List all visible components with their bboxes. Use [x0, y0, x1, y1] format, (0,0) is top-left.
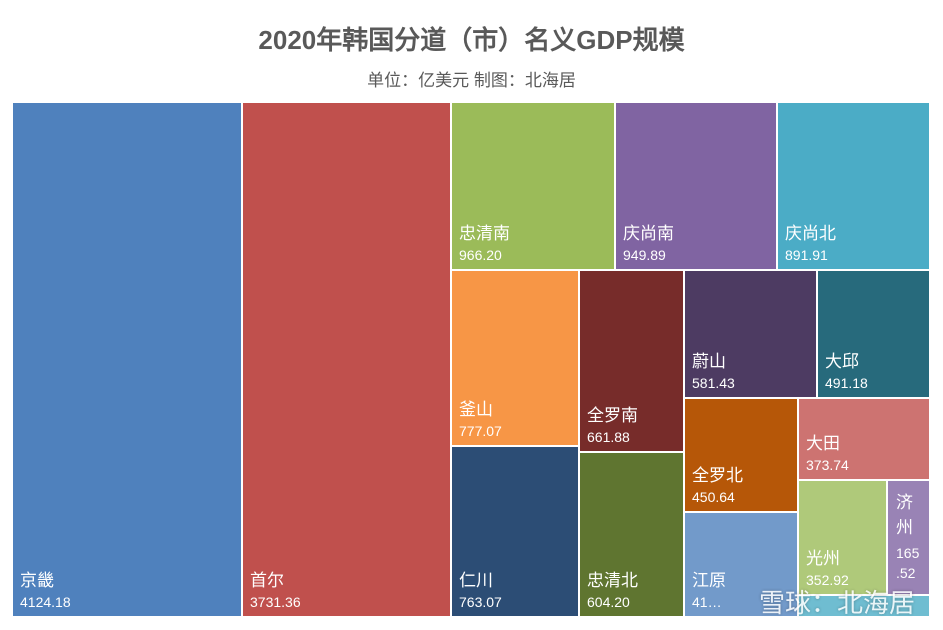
tile-value: 891.91 — [785, 247, 828, 263]
tile-1: 京畿 4124.18 — [11, 101, 243, 618]
tile-value-part: 165 — [896, 545, 920, 561]
tile-name: 全罗南 — [587, 406, 638, 425]
tile-15: 光州 352.92 — [797, 479, 888, 596]
tile-value: 41… — [692, 594, 722, 610]
tile-name: 光州 — [806, 549, 840, 568]
tile-7: 仁川 763.07 — [450, 445, 580, 618]
tile-12: 全罗北 450.64 — [683, 397, 799, 513]
tile-13: 江原 41… — [683, 511, 799, 618]
tile-6: 釜山 777.07 — [450, 269, 580, 447]
tile-value: 491.18 — [825, 375, 868, 391]
tile-rect — [797, 397, 931, 481]
tile-name: 京畿 — [20, 571, 54, 590]
tile-name: 庆尚北 — [785, 224, 836, 243]
tile-value: 4124.18 — [20, 594, 71, 610]
tile-name: 庆尚南 — [623, 224, 674, 243]
tile-name-part: 济 — [896, 493, 913, 512]
tile-5: 庆尚北 891.91 — [776, 101, 931, 271]
tile-rect — [450, 445, 580, 618]
tile-14: 大田 373.74 — [797, 397, 931, 481]
tile-value: 581.43 — [692, 375, 735, 391]
tile-rect — [578, 269, 685, 453]
tile-rect — [797, 594, 931, 618]
tile-name: 蔚山 — [692, 352, 726, 371]
tile-name-part: 州 — [896, 518, 913, 537]
tile-value: 777.07 — [459, 423, 502, 439]
tile-name: 首尔 — [250, 571, 284, 590]
tile-name: 大田 — [806, 434, 840, 453]
tile-3: 忠清南 966.20 — [450, 101, 616, 271]
tile-11: 大邱 491.18 — [816, 269, 931, 399]
tile-value: 352.92 — [806, 572, 849, 588]
tile-name: 忠清北 — [587, 571, 638, 590]
tile-name: 釜山 — [459, 400, 493, 419]
tile-name: 全罗北 — [692, 466, 743, 485]
chart-subtitle: 单位：亿美元 制图：北海居 — [367, 71, 576, 90]
tile-value: 3731.36 — [250, 594, 301, 610]
tile-name: 忠清南 — [459, 224, 510, 243]
tile-rect — [450, 269, 580, 447]
tile-value: 373.74 — [806, 457, 849, 473]
tile-rect — [450, 101, 616, 271]
tile-10: 蔚山 581.43 — [683, 269, 818, 399]
tile-value: 450.64 — [692, 489, 735, 505]
tile-name: 江原 — [692, 571, 726, 590]
watermark-text: 雪球：北海居 — [758, 588, 915, 618]
tile-9: 忠清北 604.20 — [578, 451, 685, 618]
tile-name: 大邱 — [825, 352, 859, 371]
tile-value-part: .52 — [896, 565, 916, 581]
tile-rect — [241, 101, 452, 618]
tile-value: 661.88 — [587, 429, 630, 445]
tile-rect — [886, 479, 931, 596]
tile-8: 全罗南 661.88 — [578, 269, 685, 453]
tile-rect — [797, 479, 888, 596]
tile-rect — [776, 101, 931, 271]
tile-rect — [578, 451, 685, 618]
tile-rect — [683, 511, 799, 618]
tile-rect — [614, 101, 778, 271]
tile-rect — [11, 101, 243, 618]
tile-value: 604.20 — [587, 594, 630, 610]
tile-16: 济州 165 .52 — [886, 479, 931, 596]
chart-title: 2020年韩国分道（市）名义GDP规模 — [258, 25, 685, 55]
tile-4: 庆尚南 949.89 — [614, 101, 778, 271]
tile-2: 首尔 3731.36 — [241, 101, 452, 618]
tile-value: 949.89 — [623, 247, 666, 263]
tile-value: 763.07 — [459, 594, 502, 610]
tile-17 — [797, 594, 931, 618]
tile-value: 966.20 — [459, 247, 502, 263]
tile-name: 仁川 — [459, 571, 493, 590]
